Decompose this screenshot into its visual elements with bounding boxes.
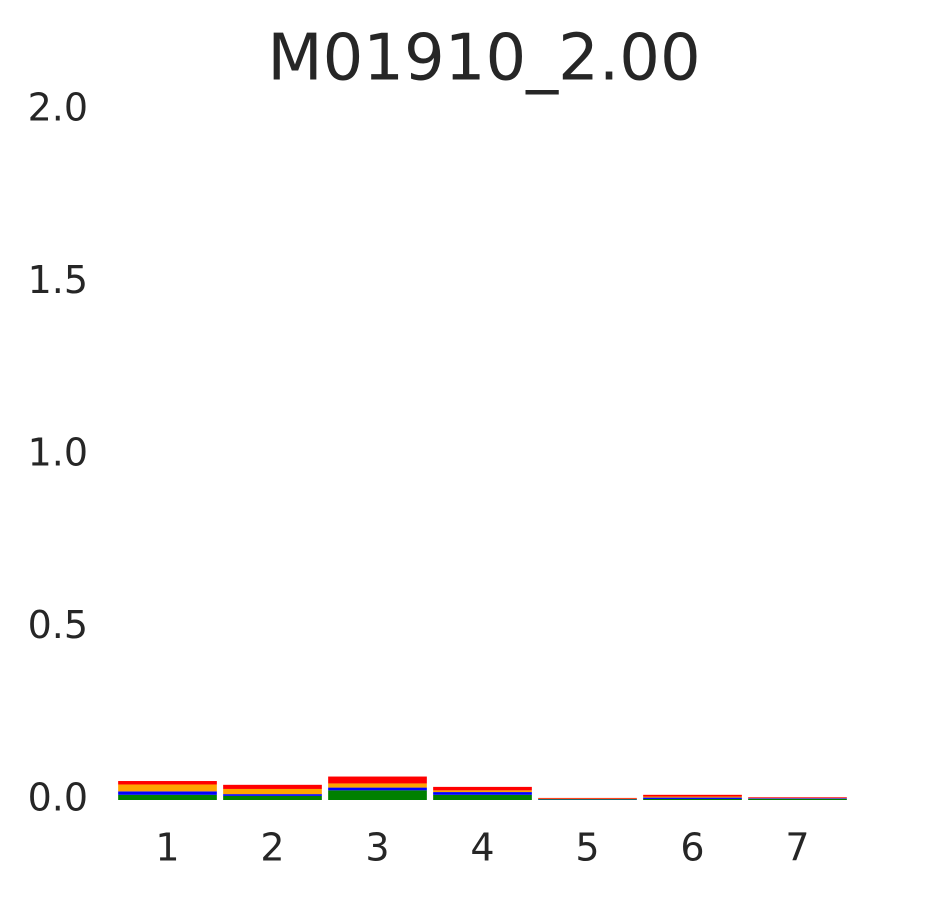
letter	[328, 787, 427, 791]
x-tick-label: 7	[785, 826, 809, 870]
x-tick-label: 1	[155, 826, 179, 870]
y-tick-label: 2.0	[28, 86, 88, 130]
letter	[643, 794, 742, 797]
x-tick-label: 3	[365, 826, 389, 870]
x-tick-label: 2	[260, 826, 284, 870]
letter	[328, 783, 427, 788]
letter	[538, 797, 637, 799]
letter	[118, 784, 217, 792]
letter	[328, 776, 427, 784]
letter	[643, 798, 742, 800]
letter	[118, 791, 217, 795]
letter	[748, 798, 847, 800]
letter	[433, 790, 532, 793]
letter	[643, 797, 742, 799]
letter	[328, 790, 427, 800]
letter	[433, 786, 532, 791]
letter	[223, 795, 322, 800]
letter	[223, 784, 322, 789]
letter	[748, 797, 847, 798]
letter	[433, 792, 532, 795]
letter	[223, 794, 322, 796]
letter	[118, 781, 217, 785]
y-tick-label: 0.0	[28, 776, 88, 820]
letter	[118, 794, 217, 800]
letter	[748, 798, 847, 799]
y-tick-label: 0.5	[28, 603, 88, 647]
x-tick-label: 4	[470, 826, 494, 870]
y-tick-label: 1.5	[28, 258, 88, 302]
letter	[538, 799, 637, 800]
y-tick-label: 1.0	[28, 431, 88, 475]
letter	[223, 788, 322, 795]
letter	[643, 796, 742, 798]
chart-title: M01910_2.00	[267, 22, 700, 96]
x-tick-label: 6	[680, 826, 704, 870]
letter	[433, 794, 532, 800]
x-tick-label: 5	[575, 826, 599, 870]
